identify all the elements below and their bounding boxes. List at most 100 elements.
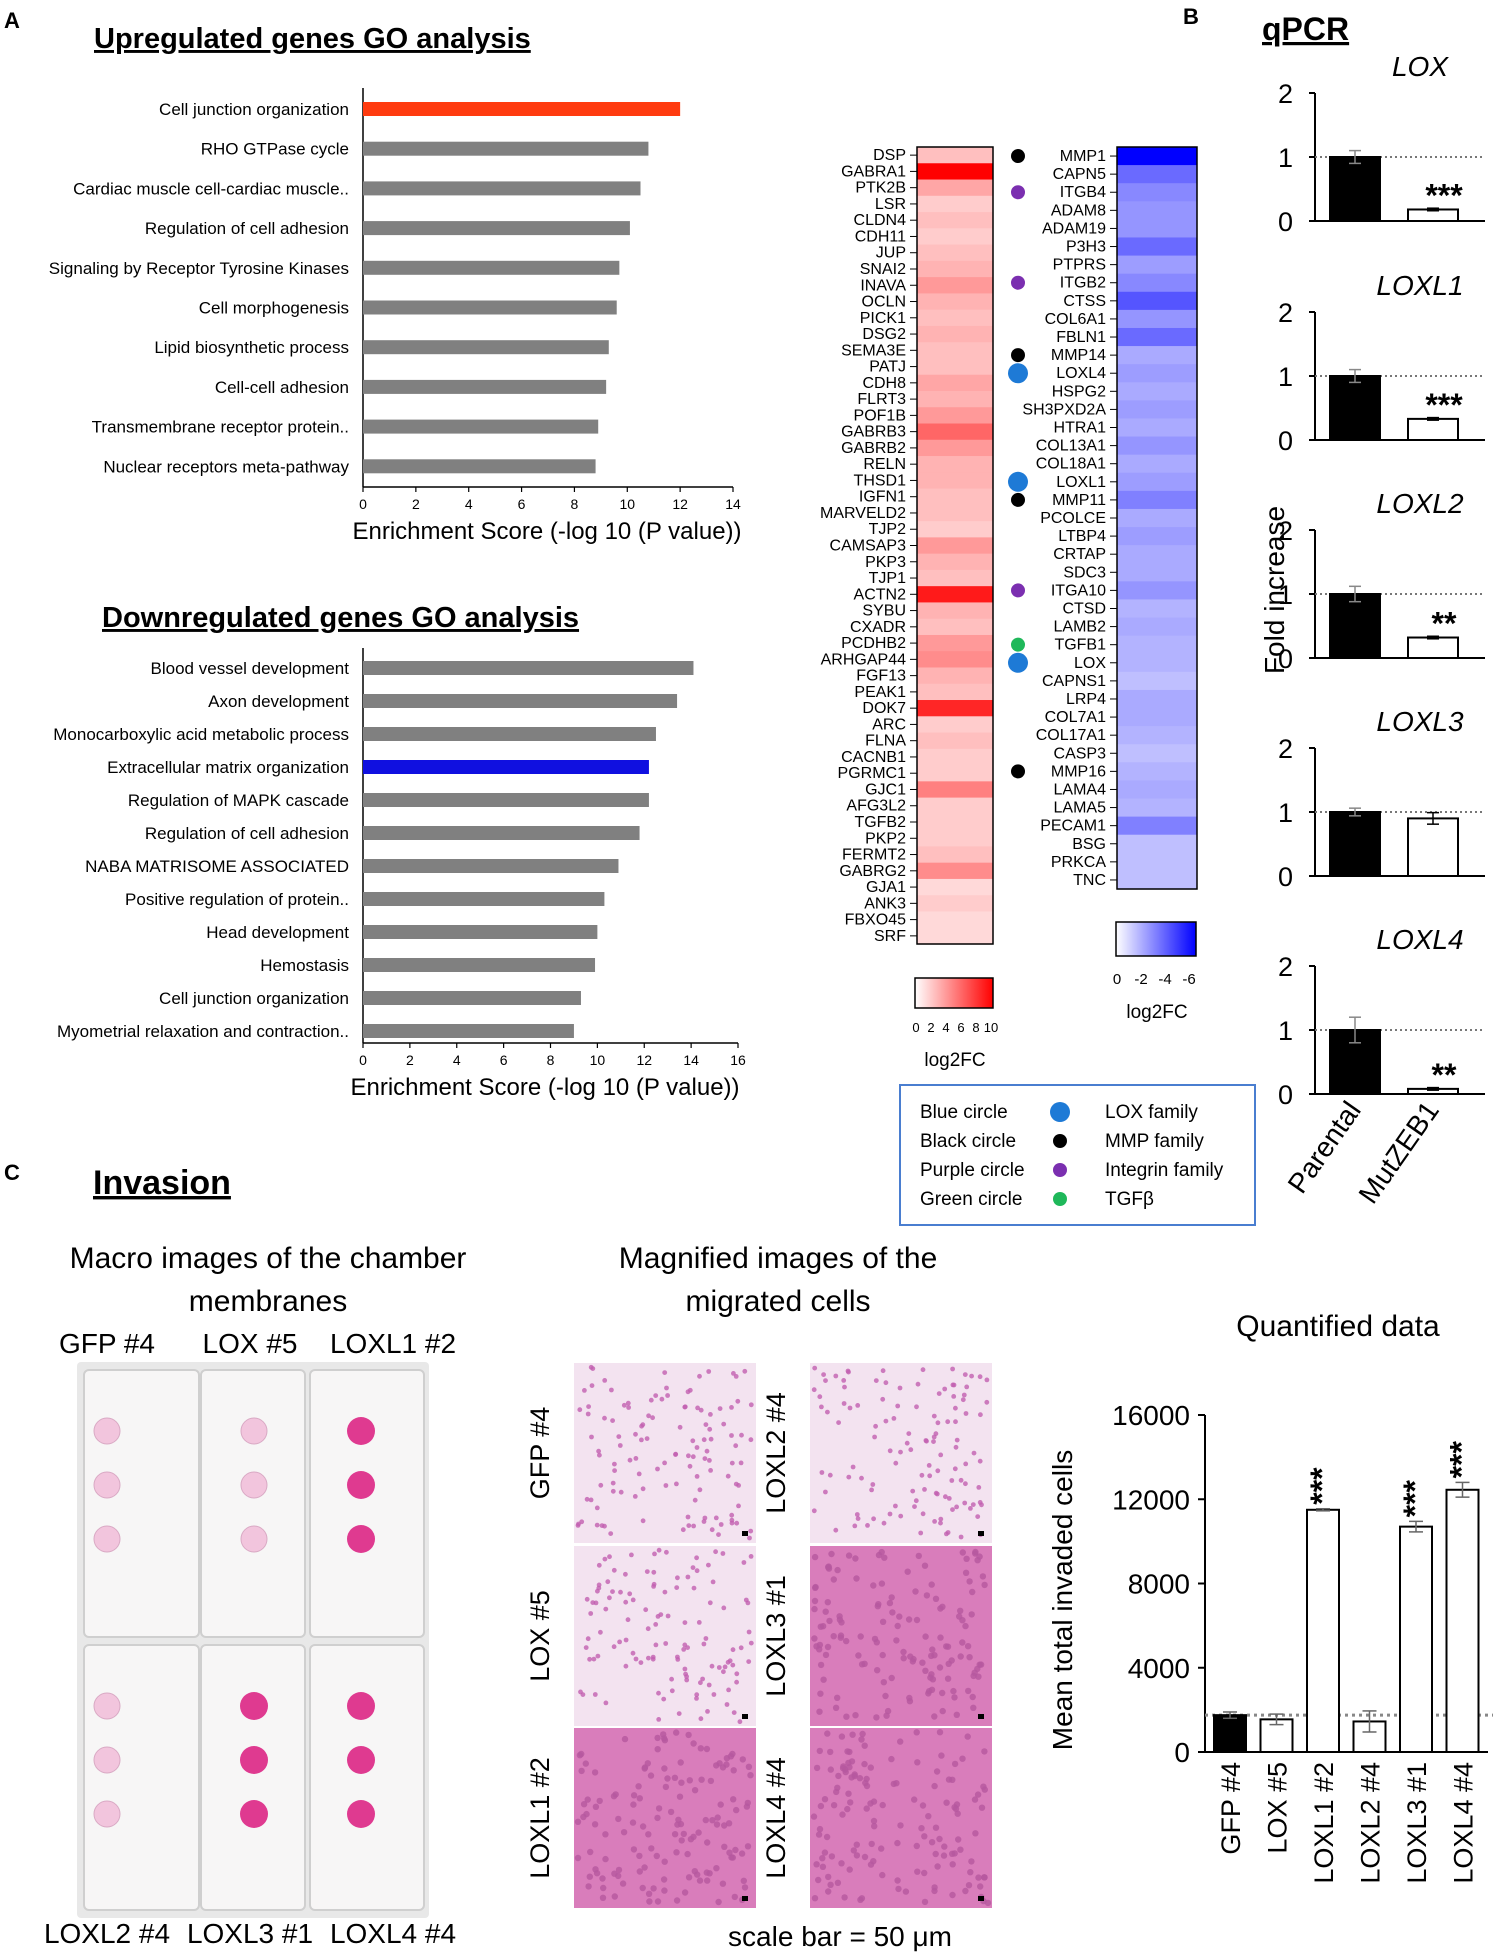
legend-tick-label: -2: [1134, 971, 1147, 988]
cell-dot: [675, 1816, 682, 1824]
gene-label: TNC: [1073, 872, 1106, 889]
cell-dot: [867, 1861, 875, 1868]
cell-dot: [893, 1637, 900, 1644]
cell-dot: [654, 1814, 661, 1822]
cell-dot: [695, 1829, 702, 1836]
microscopy-image: [574, 1546, 756, 1726]
cell-dot: [694, 1692, 700, 1698]
cell-dot: [697, 1487, 703, 1493]
cell-dot: [733, 1443, 739, 1449]
cell-dot: [920, 1367, 926, 1373]
cell-dot: [921, 1869, 928, 1877]
cell-dot: [821, 1849, 829, 1856]
cell-dot: [647, 1772, 655, 1779]
cell-dot: [636, 1795, 643, 1802]
cell-dot: [816, 1825, 824, 1833]
panel-letter-c: C: [4, 1160, 20, 1185]
cell-dot: [739, 1756, 746, 1763]
heatmap-downregulated: MMP1CAPN5ITGB4ADAM8ADAM19P3H3PTPRSITGB2C…: [1008, 146, 1198, 1023]
heatmap-cell: [917, 716, 993, 734]
qpcr-bar: [1407, 817, 1459, 878]
go-bar: [363, 379, 607, 394]
cell-dot: [662, 1370, 668, 1375]
heatmap-cell: [1117, 201, 1197, 220]
cell-dot: [616, 1434, 622, 1439]
membrane-label: LOXL2 #4: [44, 1918, 170, 1949]
heatmap-cell: [917, 390, 993, 408]
cell-dot: [615, 1866, 623, 1874]
heatmap-cell: [917, 927, 993, 945]
heatmap-cell: [917, 765, 993, 782]
heatmap-cell: [1117, 309, 1197, 329]
cell-dot: [611, 1893, 618, 1900]
cell-dot: [834, 1566, 841, 1574]
qpcr-panel-lox: LOX 0 1 2 ***: [1278, 51, 1485, 237]
cell-dot: [711, 1692, 717, 1697]
cell-dot: [952, 1466, 958, 1472]
heatmap-cell: [1117, 744, 1197, 763]
cell-dot: [929, 1676, 937, 1683]
gene-label: FBLN1: [1056, 329, 1106, 346]
y-tick-label: 1: [1278, 580, 1293, 610]
legend-circle-swatch: [1053, 1192, 1067, 1206]
cell-dot: [830, 1633, 837, 1640]
cell-dot: [578, 1767, 585, 1775]
go-category-label: Lipid biosynthetic process: [154, 338, 349, 357]
cell-dot: [738, 1460, 744, 1466]
magnified-title-line2: migrated cells: [685, 1285, 870, 1318]
y-tick-label: 2: [1278, 734, 1293, 764]
cell-dot: [690, 1740, 697, 1747]
membrane-label: LOXL3 #1: [187, 1918, 313, 1949]
cell-dot: [700, 1676, 705, 1682]
qpcr-gene-title: LOXL1: [1376, 270, 1463, 301]
cell-dot: [707, 1600, 713, 1606]
cell-dot: [848, 1758, 856, 1765]
cell-dot: [599, 1875, 606, 1882]
cell-dot: [833, 1527, 839, 1533]
cell-dot: [906, 1431, 912, 1436]
cell-dot: [919, 1472, 925, 1478]
cell-dot: [888, 1674, 895, 1682]
cell-dot: [957, 1607, 964, 1615]
heatmap-cell: [1117, 762, 1197, 782]
gene-label: PECAM1: [1040, 818, 1106, 835]
cell-dot: [883, 1418, 889, 1424]
cell-dot: [852, 1712, 859, 1719]
cell-dot: [713, 1549, 718, 1555]
cell-dot: [819, 1470, 825, 1475]
cell-dot: [936, 1391, 942, 1396]
cell-dot: [870, 1582, 877, 1589]
cell-dot: [921, 1898, 929, 1906]
heatmap-cell: [1117, 635, 1197, 655]
cell-dot: [878, 1845, 885, 1852]
cell-dot: [823, 1833, 831, 1841]
cell-dot: [950, 1366, 955, 1372]
cell-dot: [961, 1392, 967, 1398]
cell-dot: [886, 1599, 894, 1607]
cell-dot: [621, 1735, 629, 1743]
cell-dot: [707, 1777, 715, 1785]
scale-bar-label: scale bar = 50 μm: [728, 1921, 952, 1952]
purple-circle-marker: [1011, 275, 1025, 290]
gene-label: GABRB2: [841, 440, 906, 457]
heatmap-cell: [917, 553, 993, 571]
cell-dot: [965, 1687, 972, 1695]
go-category-label: Regulation of cell adhesion: [145, 219, 349, 238]
cell-dot: [922, 1633, 929, 1640]
cell-dot: [619, 1880, 627, 1887]
macro-membranes: GFP #4 LOX #5 LOXL1 #2 LOXL2 #4 LOXL3 #1 LOXL…: [44, 1328, 456, 1949]
gene-label: CRTAP: [1053, 546, 1106, 563]
cell-dot: [834, 1694, 841, 1702]
cell-dot: [853, 1841, 860, 1848]
cell-dot: [748, 1402, 754, 1408]
gene-label: DSP: [873, 147, 906, 164]
cell-dot: [853, 1852, 861, 1859]
cell-dot: [946, 1496, 952, 1501]
cell-dot: [648, 1845, 655, 1852]
cell-dot: [836, 1616, 844, 1623]
category-label: GFP #4: [1216, 1762, 1246, 1855]
significance-marker: ***: [1425, 177, 1463, 213]
cell-dot: [879, 1651, 886, 1659]
cell-dot: [865, 1523, 870, 1528]
cell-dot: [931, 1884, 938, 1891]
